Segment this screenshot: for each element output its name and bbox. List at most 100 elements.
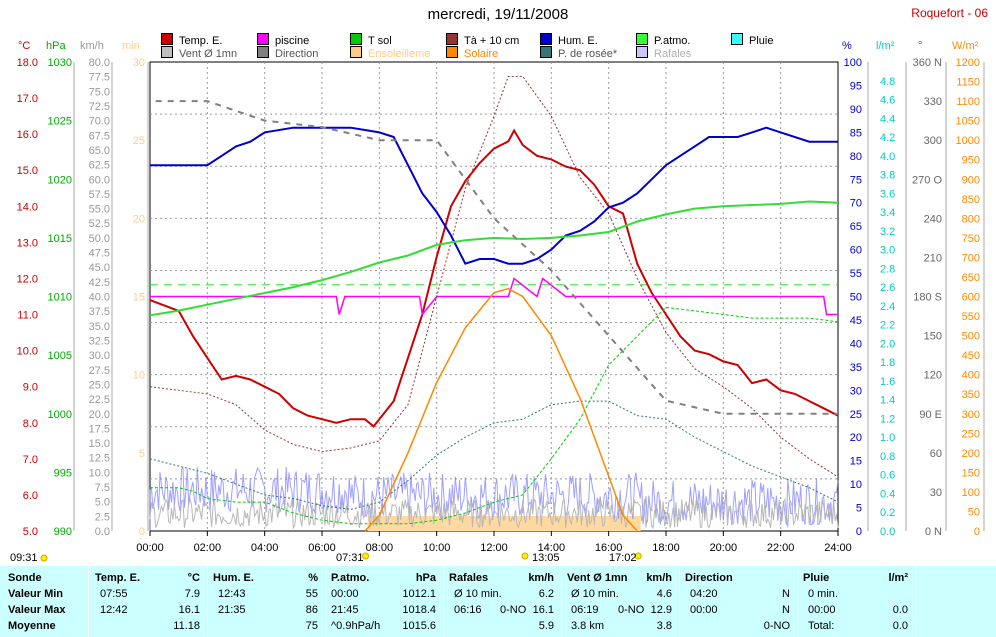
x-tick-label: 20:00 [710, 542, 738, 554]
y-tick-label-solar: 150 [962, 467, 980, 479]
y-tick-label-temp: 8.0 [23, 418, 38, 430]
y-tick-label-wind: 52.5 [89, 218, 110, 230]
y-tick-label-wind: 72.5 [89, 101, 110, 113]
legend-label: Pluie [749, 35, 774, 47]
stats-pluie-value: 0.0 [892, 604, 908, 616]
y-tick-label-wind: 17.5 [89, 423, 110, 435]
y-tick-label-direction: 330 [924, 96, 942, 108]
y-tick-label-pressure: 1010 [48, 292, 72, 304]
y-tick-label-temp: 10.0 [17, 346, 38, 358]
y-tick-label-wind: 25.0 [89, 379, 110, 391]
y-tick-label-rain: 4.8 [880, 76, 895, 88]
sun-marker-noon [521, 552, 529, 560]
y-tick-label-rain: 3.0 [880, 245, 895, 257]
x-tick-label: 00:00 [136, 542, 164, 554]
y-tick-label-direction: 90 E [919, 409, 942, 421]
y-tick-label-wind: 45.0 [89, 262, 110, 274]
stats-direction-time: 00:00 [690, 604, 718, 616]
sunshine-bar [571, 516, 575, 531]
legend-swatch [636, 46, 648, 58]
stats-hum-value: 75 [305, 620, 318, 632]
stats-header-patmo: P.atmo. [331, 572, 370, 584]
y-tick-label-sun_min: 10 [133, 370, 145, 382]
stats-hum-value: 55 [305, 588, 318, 600]
series-p-de-ros-e- [149, 400, 839, 510]
stats-row-label: Valeur Min [8, 588, 64, 600]
stats-header-sonde: Sonde [8, 572, 42, 584]
x-tick-label: 02:00 [194, 542, 222, 554]
sunshine-bar [453, 516, 458, 531]
stats-header-pluie: Pluie [803, 572, 830, 584]
sunshine-bar [591, 516, 595, 531]
y-tick-label-rain: 2.2 [880, 320, 895, 332]
y-tick-label-temp: 15.0 [17, 165, 38, 177]
y-tick-label-pressure: 1005 [48, 350, 72, 362]
y-tick-label-direction: 270 O [912, 174, 942, 186]
y-tick-label-temp: 11.0 [17, 310, 38, 322]
stats-header-rafales-unit: km/h [528, 572, 554, 584]
y-tick-label-wind: 20.0 [89, 409, 110, 421]
y-tick-label-rain: 4.0 [880, 151, 895, 163]
y-tick-label-rain: 3.4 [880, 207, 895, 219]
y-tick-label-rain: 1.6 [880, 376, 895, 388]
legend-swatch [161, 33, 173, 45]
y-tick-label-humidity: 15 [850, 456, 862, 468]
sunshine-bar [597, 516, 601, 531]
y-tick-label-solar: 700 [962, 252, 980, 264]
y-tick-label-solar: 450 [962, 350, 980, 362]
y-tick-label-sun_min: 0 [139, 526, 145, 538]
sunshine-bar [456, 516, 461, 531]
sunshine-bar [465, 516, 469, 531]
y-tick-label-humidity: 95 [850, 80, 862, 92]
axis-unit-temp: °C [18, 40, 31, 52]
legend-item: P.atmo. [636, 33, 691, 47]
y-tick-label-humidity: 80 [850, 151, 862, 163]
series-hum-e- [150, 126, 838, 265]
legend-label: P. de rosée* [558, 48, 618, 60]
legend-swatch [350, 46, 362, 58]
y-tick-label-wind: 55.0 [89, 204, 110, 216]
series-piscine [150, 277, 838, 317]
sunshine-bar [402, 516, 406, 531]
y-tick-label-wind: 37.5 [89, 306, 110, 318]
sunshine-bar [482, 516, 486, 531]
sunshine-bar [565, 516, 570, 531]
y-tick-label-pressure: 1025 [48, 116, 72, 128]
sunshine-bar [519, 516, 524, 531]
legend-item: Pluie [731, 33, 773, 47]
stats-rafales-a: 06:16 [454, 604, 482, 616]
y-tick-label-humidity: 30 [850, 385, 862, 397]
stats-pluie-a: Total: [808, 620, 835, 632]
y-tick-label-humidity: 50 [850, 292, 862, 304]
series-t-10-cm [149, 75, 839, 478]
stats-patmo-value: 1018.4 [402, 604, 436, 616]
y-tick-label-rain: 1.4 [880, 395, 895, 407]
y-tick-label-sun_min: 20 [133, 213, 145, 225]
y-tick-label-solar: 350 [962, 389, 980, 401]
y-tick-label-wind: 67.5 [89, 130, 110, 142]
y-tick-label-direction: 0 N [925, 526, 942, 538]
y-tick-label-direction: 60 [930, 448, 942, 460]
legend-swatch [446, 46, 458, 58]
y-tick-label-solar: 500 [962, 331, 980, 343]
axis-unit-rain: l/m² [876, 40, 895, 52]
legend-item: Ensoleilleme [350, 46, 430, 60]
stats-vent-a: 3.8 km [571, 620, 605, 632]
sunshine-bar [428, 516, 432, 531]
y-tick-label-sun_min: 25 [133, 135, 145, 147]
y-tick-label-temp: 12.0 [17, 273, 38, 285]
axis-unit-direction: ° [918, 40, 923, 52]
y-tick-label-pressure: 1020 [48, 174, 72, 186]
y-tick-label-wind: 5.0 [95, 497, 110, 509]
y-tick-label-solar: 0 [974, 526, 980, 538]
legend-label: Vent Ø 1mn [179, 48, 238, 60]
sunshine-bar [439, 516, 443, 531]
stats-vent-a: 06:19 [571, 604, 599, 616]
sunset-label: 17:02 [609, 552, 637, 564]
y-tick-label-rain: 4.4 [880, 113, 895, 125]
y-tick-label-wind: 42.5 [89, 277, 110, 289]
y-tick-label-direction: 210 [924, 252, 942, 264]
y-tick-label-temp: 5.0 [23, 526, 38, 538]
stats-pluie-a: 00:00 [808, 604, 836, 616]
y-tick-label-solar: 900 [962, 174, 980, 186]
